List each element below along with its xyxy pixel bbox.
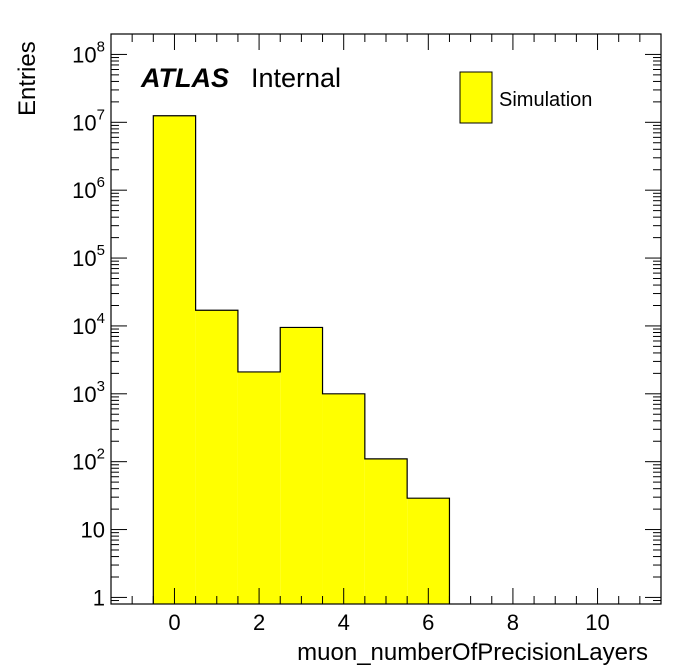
histogram-bar <box>407 498 450 604</box>
x-tick-labels: 0 2 4 6 8 10 <box>168 610 609 635</box>
x-tick-label: 10 <box>585 610 609 635</box>
x-tick-label: 4 <box>338 610 350 635</box>
histogram-bar <box>280 327 323 604</box>
atlas-label: ATLAS <box>140 63 229 93</box>
histogram-outline <box>152 115 451 604</box>
legend-label-simulation: Simulation <box>499 89 592 111</box>
x-tick-label: 0 <box>168 610 180 635</box>
atlas-status-label: Internal <box>251 63 341 93</box>
y-tick-labels: 1 10 102 103 104 105 106 107 108 <box>72 38 105 610</box>
x-axis-title: muon_numberOfPrecisionLayers <box>297 639 648 666</box>
histogram-bar <box>195 310 238 604</box>
histogram-bar <box>364 458 408 604</box>
axis-ticks <box>110 33 662 604</box>
histogram-bars <box>152 115 451 605</box>
x-tick-label: 6 <box>422 610 434 635</box>
y-tick-label: 106 <box>72 174 105 203</box>
y-tick-label: 107 <box>72 106 105 135</box>
histogram-bar <box>153 115 196 605</box>
legend-swatch-simulation <box>459 71 493 124</box>
y-tick-label: 102 <box>72 446 105 475</box>
y-axis-title: Entries <box>14 41 41 116</box>
x-tick-label: 8 <box>507 610 519 635</box>
histogram-bar <box>237 371 281 604</box>
plot-frame <box>110 33 662 605</box>
y-tick-label: 108 <box>72 38 105 67</box>
y-tick-label: 104 <box>72 310 105 339</box>
legend: Simulation <box>459 71 592 124</box>
y-tick-label: 103 <box>72 378 105 407</box>
y-tick-label: 105 <box>72 242 105 271</box>
x-tick-label: 2 <box>253 610 265 635</box>
histogram-bar <box>322 393 365 604</box>
y-tick-label: 10 <box>81 518 105 543</box>
y-tick-label: 1 <box>93 585 105 610</box>
